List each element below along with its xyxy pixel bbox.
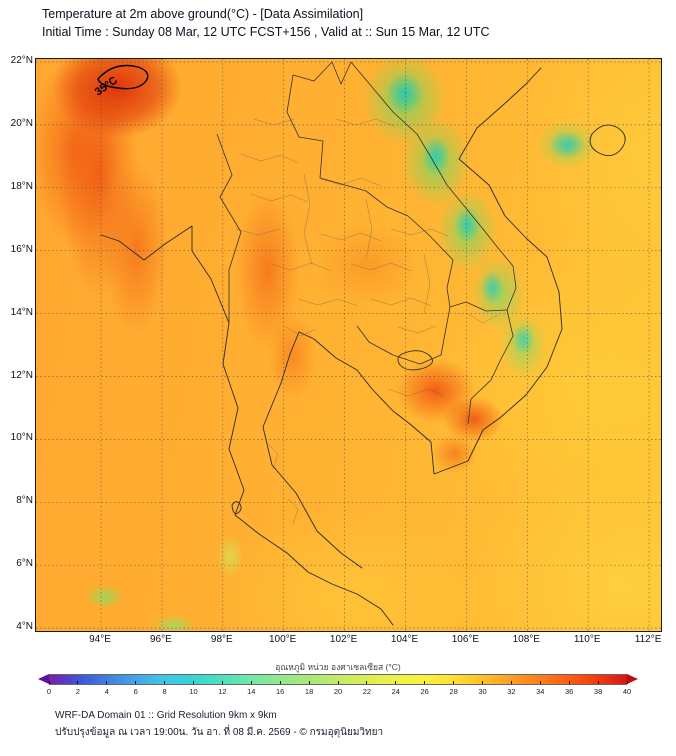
- colorbar-tick-mark: [279, 681, 281, 684]
- lon-tick-label: 112°E: [634, 634, 662, 645]
- colorbar-tick-label: 20: [333, 687, 343, 696]
- colorbar-tick-mark: [597, 681, 599, 684]
- lat-tick-label: 8°N: [16, 495, 33, 507]
- colorbar-tick-mark: [366, 681, 368, 684]
- colorbar-tick-label: 34: [536, 687, 545, 696]
- colorbar-tick-mark: [135, 681, 137, 684]
- lon-tick-label: 96°E: [149, 634, 172, 645]
- colorbar-tick-label: 0: [46, 687, 52, 696]
- colorbar-tick-label: 36: [565, 687, 574, 696]
- colorbar-tick-label: 40: [622, 687, 632, 696]
- colorbar-tick-mark: [164, 681, 166, 684]
- colorbar-tick-label: 30: [478, 687, 487, 696]
- colorbar-gradient: [48, 674, 628, 685]
- colorbar-tick-mark: [510, 681, 512, 684]
- page-subtitle: Initial Time : Sunday 08 Mar, 12 UTC FCS…: [42, 25, 490, 39]
- colorbar-tick-mark: [626, 681, 628, 684]
- colorbar-tick-mark: [106, 681, 108, 684]
- colorbar-tick-label: 14: [247, 687, 256, 696]
- lat-tick-label: 6°N: [16, 558, 33, 570]
- colorbar-tick-label: 6: [133, 687, 138, 696]
- lat-tick-label: 4°N: [16, 621, 33, 633]
- lat-tick-label: 18°N: [10, 180, 33, 192]
- colorbar-tick-label: 2: [75, 687, 80, 696]
- colorbar-tick-mark: [250, 681, 252, 684]
- colorbar-tick-mark: [453, 681, 455, 684]
- lat-tick-label: 14°N: [10, 306, 33, 318]
- page-title: Temperature at 2m above ground(°C) - [Da…: [42, 7, 364, 21]
- colorbar-tick-label: 32: [507, 687, 516, 696]
- colorbar-tick-mark: [308, 681, 310, 684]
- lat-tick-label: 16°N: [10, 243, 33, 255]
- colorbar-tick-mark: [539, 681, 541, 684]
- colorbar-tick-label: 16: [276, 687, 285, 696]
- temperature-field: [36, 59, 661, 631]
- footer-model-info: WRF-DA Domain 01 :: Grid Resolution 9km …: [55, 710, 277, 721]
- colorbar-tick-mark: [77, 681, 79, 684]
- colorbar-tick-label: 38: [593, 687, 603, 696]
- colorbar-tick-label: 26: [420, 687, 429, 696]
- colorbar-tick-label: 8: [162, 687, 167, 696]
- colorbar-tick-label: 10: [189, 687, 198, 696]
- lat-tick-label: 20°N: [10, 117, 33, 129]
- lon-tick-label: 100°E: [269, 634, 297, 645]
- lat-tick-label: 22°N: [10, 55, 33, 66]
- colorbar-tick-label: 24: [391, 687, 400, 696]
- colorbar: [38, 674, 638, 685]
- lon-tick-label: 110°E: [573, 634, 601, 645]
- colorbar-left-arrow: [38, 674, 49, 684]
- colorbar-tick-mark: [193, 681, 194, 684]
- colorbar-tick-label: 4: [104, 687, 109, 696]
- colorbar-label: อุณหภูมิ หน่วย องศาเซลเซียส (°C): [275, 662, 401, 672]
- colorbar-tick-label: 22: [362, 687, 372, 696]
- colorbar-tick-label: 28: [449, 687, 458, 696]
- colorbar-right-arrow: [627, 674, 638, 684]
- lon-tick-label: 106°E: [451, 634, 480, 645]
- lon-tick-label: 102°E: [329, 634, 358, 645]
- footer-update-info: ปรับปรุงข้อมูล ณ เวลา 19:00น. วัน อา. ที…: [55, 727, 384, 738]
- colorbar-tick-mark: [395, 681, 397, 684]
- lon-tick-label: 108°E: [512, 634, 540, 645]
- colorbar-tick-mark: [221, 681, 223, 684]
- colorbar-tick-label: 12: [218, 687, 227, 696]
- colorbar-tick-mark: [48, 681, 50, 684]
- lon-tick-label: 98°E: [210, 634, 233, 645]
- colorbar-tick-mark: [424, 681, 426, 684]
- lat-tick-label: 12°N: [10, 369, 33, 381]
- lon-tick-label: 104°E: [390, 634, 419, 645]
- colorbar-tick-mark: [337, 681, 339, 684]
- lat-tick-label: 10°N: [10, 432, 33, 444]
- colorbar-tick-mark: [482, 681, 483, 684]
- colorbar-tick-label: 18: [304, 687, 314, 696]
- map-panel: 35°C: [35, 58, 662, 632]
- lon-tick-label: 94°E: [89, 634, 111, 645]
- colorbar-tick-mark: [568, 681, 570, 684]
- colorbar-tick-labels: 0 2 4 6 8 10 12 14 16 18 20 22 24 26 28 30 32 34 36 38 40: [46, 687, 631, 697]
